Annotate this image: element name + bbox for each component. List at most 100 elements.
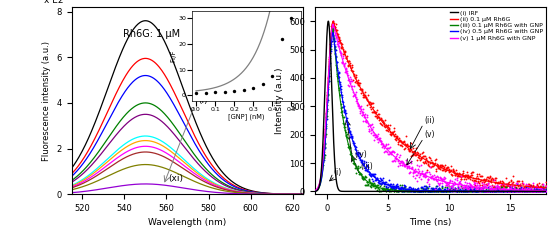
Point <box>401 187 410 191</box>
Point <box>353 153 362 157</box>
Point <box>388 184 396 187</box>
Point <box>481 190 490 193</box>
Point <box>462 170 471 174</box>
Point <box>417 190 426 193</box>
Point <box>473 179 482 183</box>
Point <box>323 103 332 107</box>
Point <box>533 190 542 193</box>
Point <box>342 116 351 120</box>
Point <box>507 186 516 190</box>
Point <box>354 151 363 155</box>
Point <box>436 187 445 190</box>
Point <box>539 190 548 193</box>
Point <box>386 190 395 193</box>
Point <box>504 180 513 184</box>
Point <box>375 189 384 193</box>
Point <box>482 190 491 193</box>
Point <box>462 190 471 193</box>
Point <box>332 35 341 39</box>
Point <box>542 189 550 193</box>
Point <box>475 172 484 176</box>
Point <box>436 188 444 192</box>
Point <box>473 190 482 193</box>
Point <box>415 190 424 193</box>
Point <box>415 190 424 193</box>
Point <box>477 185 486 189</box>
Point <box>397 141 406 145</box>
Point <box>376 143 385 146</box>
Point <box>344 145 353 149</box>
Point <box>347 132 355 136</box>
Point <box>511 190 520 193</box>
Point <box>499 186 508 190</box>
Point <box>360 93 369 97</box>
Point <box>456 177 465 181</box>
Point <box>397 163 406 167</box>
Point <box>450 189 459 192</box>
Point <box>490 190 498 193</box>
Point <box>482 190 491 193</box>
Point <box>482 190 491 193</box>
Point <box>343 83 352 87</box>
Point <box>374 112 383 116</box>
Point <box>327 25 336 29</box>
Point <box>481 188 490 191</box>
Point <box>394 164 403 168</box>
Point <box>405 188 413 191</box>
Point <box>400 186 408 189</box>
Point <box>422 170 431 174</box>
Point <box>490 187 498 191</box>
Point <box>369 184 378 188</box>
Point <box>505 188 514 192</box>
Point <box>432 186 440 190</box>
Point <box>401 143 410 146</box>
Point <box>464 174 473 178</box>
Point <box>491 187 500 191</box>
Point <box>490 186 499 190</box>
Point <box>358 110 367 114</box>
Point <box>448 189 457 193</box>
Point <box>326 51 335 55</box>
Point <box>352 166 361 170</box>
Point <box>461 189 470 193</box>
Point <box>536 189 545 192</box>
Point <box>530 186 539 190</box>
Point <box>338 56 347 59</box>
Point <box>341 111 350 115</box>
Point <box>414 164 423 168</box>
Point <box>352 97 361 101</box>
Point <box>412 146 421 150</box>
Point <box>540 185 549 189</box>
Point <box>322 122 331 126</box>
Point <box>332 63 341 66</box>
Point <box>473 190 481 193</box>
Point <box>519 190 528 193</box>
Point <box>459 190 468 193</box>
Point <box>424 163 433 167</box>
Point <box>466 189 475 192</box>
Point <box>386 150 395 154</box>
Point <box>398 163 407 166</box>
Point <box>381 180 390 184</box>
Point <box>345 59 354 62</box>
Point <box>383 146 391 150</box>
Point <box>360 174 369 178</box>
Point <box>474 190 483 193</box>
Point <box>339 122 348 126</box>
Point <box>324 75 333 78</box>
Point <box>339 63 348 67</box>
Point <box>369 130 378 134</box>
Point <box>399 162 408 166</box>
Point <box>371 133 380 137</box>
Point <box>396 188 405 191</box>
Point <box>500 182 508 186</box>
Point <box>322 107 331 111</box>
Point <box>458 174 466 178</box>
Point <box>328 24 337 28</box>
Point <box>389 190 398 193</box>
Point <box>337 53 346 57</box>
Point <box>391 190 400 193</box>
Point <box>438 185 447 188</box>
Point <box>487 190 496 193</box>
Point <box>393 185 402 188</box>
